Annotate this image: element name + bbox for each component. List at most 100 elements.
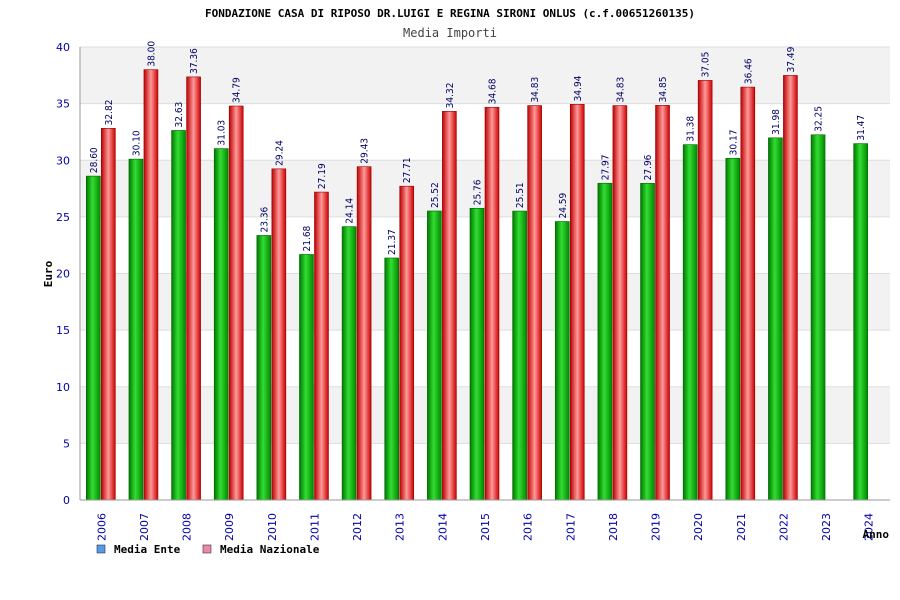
bar-nazionale-2021 xyxy=(740,86,756,501)
y-axis-ticks: 0 5 10 15 20 25 30 35 40 xyxy=(56,41,70,507)
value-label: 25.52 xyxy=(430,182,441,208)
value-label: 25.76 xyxy=(473,179,484,205)
bar-ente-2024 xyxy=(853,143,868,501)
y-tick-label: 20 xyxy=(56,268,70,281)
value-label: 34.85 xyxy=(658,77,669,103)
legend-swatch-ente xyxy=(96,544,106,554)
bar-nazionale-2019 xyxy=(655,105,670,501)
y-tick-label: 40 xyxy=(56,41,70,54)
x-tick-label: 2014 xyxy=(436,513,449,541)
bar-nazionale-2018 xyxy=(612,105,628,501)
y-tick-label: 25 xyxy=(56,211,70,224)
value-label: 34.68 xyxy=(488,78,499,104)
y-axis-label: Euro xyxy=(42,260,55,287)
bar-nazionale-2020 xyxy=(697,80,713,501)
value-label: 37.05 xyxy=(701,52,712,78)
value-label: 23.36 xyxy=(259,206,270,232)
bar-ente-2011 xyxy=(299,254,314,501)
value-label: 38.00 xyxy=(146,41,157,67)
bar-ente-2008 xyxy=(171,130,186,501)
x-tick-label: 2015 xyxy=(479,513,492,541)
bar-ente-2020 xyxy=(682,144,698,501)
value-label: 34.32 xyxy=(445,83,456,109)
value-label: 29.43 xyxy=(360,138,371,164)
legend-swatch-nazionale xyxy=(202,544,212,554)
bar-nazionale-2009 xyxy=(228,105,244,501)
bar-ente-2010 xyxy=(256,235,272,501)
value-label: 28.60 xyxy=(89,147,100,173)
value-label: 27.71 xyxy=(402,157,413,183)
x-tick-label: 2023 xyxy=(820,513,833,541)
legend-label-nazionale: Media Nazionale xyxy=(220,543,320,556)
x-tick-label: 2018 xyxy=(607,513,620,541)
bar-nazionale-2008 xyxy=(186,76,201,501)
value-labels: 28.60 32.82 30.10 38.00 32.63 37.36 31.03 34.79… xyxy=(89,41,867,255)
value-label: 31.98 xyxy=(771,109,782,135)
chart-subtitle: Media Importi xyxy=(403,26,497,40)
bar-ente-2016 xyxy=(512,210,527,501)
value-label: 31.38 xyxy=(686,116,697,142)
bar-ente-2019 xyxy=(640,183,655,501)
value-label: 27.19 xyxy=(317,163,328,189)
bar-nazionale-2010 xyxy=(271,168,287,501)
value-label: 25.51 xyxy=(515,182,526,208)
bar-ente-2006 xyxy=(86,175,101,501)
x-tick-label: 2022 xyxy=(777,513,790,541)
bar-nazionale-2016 xyxy=(527,105,542,501)
bar-nazionale-2022 xyxy=(783,75,798,501)
value-label: 30.17 xyxy=(728,130,739,156)
value-label: 32.82 xyxy=(104,100,115,126)
legend: Media Ente Media Nazionale xyxy=(96,543,320,556)
bar-ente-2023 xyxy=(810,134,826,501)
x-tick-label: 2007 xyxy=(138,513,151,541)
bar-nazionale-2011 xyxy=(314,191,329,501)
bar-ente-2014 xyxy=(427,210,442,501)
x-axis-ticks: 2006 2007 2008 2009 2010 2011 2012 2013 2014 2015… xyxy=(95,513,875,541)
value-label: 31.03 xyxy=(217,120,228,146)
bar-ente-2007 xyxy=(128,158,144,501)
value-label: 31.47 xyxy=(856,115,867,141)
plot-band xyxy=(80,47,890,104)
x-tick-label: 2017 xyxy=(564,513,577,541)
value-label: 21.37 xyxy=(387,229,398,255)
bar-nazionale-2014 xyxy=(442,111,457,501)
value-label: 34.83 xyxy=(615,77,626,103)
y-tick-label: 30 xyxy=(56,154,70,167)
x-tick-label: 2021 xyxy=(735,513,748,541)
value-label: 32.25 xyxy=(814,106,825,132)
x-tick-label: 2009 xyxy=(223,513,236,541)
bar-ente-2018 xyxy=(597,182,613,501)
x-tick-label: 2006 xyxy=(95,513,108,541)
value-label: 34.94 xyxy=(573,75,584,101)
bar-ente-2015 xyxy=(469,207,485,501)
x-tick-label: 2010 xyxy=(266,513,279,541)
value-label: 34.79 xyxy=(232,77,243,103)
y-tick-label: 0 xyxy=(63,494,70,507)
bar-nazionale-2015 xyxy=(484,106,500,501)
x-tick-label: 2020 xyxy=(692,513,705,541)
bar-nazionale-2006 xyxy=(101,128,116,501)
value-label: 34.83 xyxy=(530,77,541,103)
y-tick-label: 15 xyxy=(56,324,70,337)
value-label: 27.97 xyxy=(600,154,611,180)
value-label: 30.10 xyxy=(131,130,142,156)
value-label: 37.36 xyxy=(189,48,200,74)
y-tick-label: 35 xyxy=(56,98,70,111)
value-label: 29.24 xyxy=(274,140,285,166)
bar-nazionale-2012 xyxy=(356,166,372,501)
y-tick-label: 10 xyxy=(56,381,70,394)
x-tick-label: 2011 xyxy=(308,513,321,541)
bar-ente-2012 xyxy=(341,226,357,501)
x-tick-label: 2024 xyxy=(863,513,876,541)
x-tick-label: 2008 xyxy=(181,513,194,541)
x-tick-label: 2012 xyxy=(351,513,364,541)
x-tick-label: 2019 xyxy=(650,513,663,541)
bar-ente-2013 xyxy=(384,257,400,501)
value-label: 21.68 xyxy=(302,225,313,251)
x-tick-label: 2013 xyxy=(394,513,407,541)
bar-nazionale-2007 xyxy=(143,69,159,501)
bar-ente-2022 xyxy=(768,137,783,501)
chart-title: FONDAZIONE CASA DI RIPOSO DR.LUIGI E REG… xyxy=(205,7,695,20)
value-label: 24.59 xyxy=(558,192,569,218)
